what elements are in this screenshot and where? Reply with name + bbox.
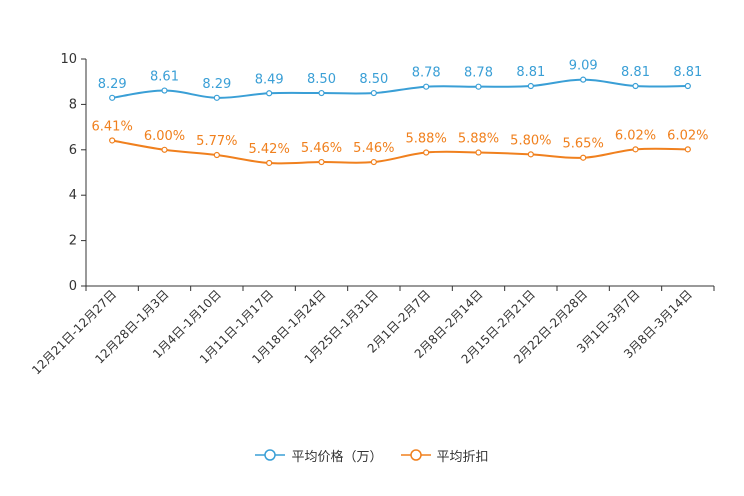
series-1-point <box>161 146 168 153</box>
series-0-point <box>684 82 691 90</box>
series-line-0 <box>112 78 688 99</box>
series-1-point <box>423 149 430 156</box>
series-0-point <box>423 83 430 90</box>
y-tick-label: 10 <box>60 52 77 67</box>
series-0-point <box>213 94 220 101</box>
series-1-point <box>370 158 377 166</box>
series-1-point <box>318 158 325 166</box>
legend-line-circle-icon <box>400 449 431 461</box>
series-0-point <box>161 87 168 94</box>
series-1-data-label: 5.88% <box>458 132 499 147</box>
series-0-point <box>580 76 587 83</box>
series-0-point <box>527 82 534 90</box>
series-1-data-label: 5.77% <box>196 134 237 149</box>
series-1-point <box>266 159 273 167</box>
series-0-data-label: 8.29 <box>98 77 127 92</box>
series-0-point <box>475 83 482 90</box>
series-1-point <box>527 151 534 158</box>
series-1-data-label: 5.88% <box>406 132 447 147</box>
legend-label-discount: 平均折扣 <box>436 449 489 465</box>
y-tick-label: 2 <box>69 234 77 249</box>
series-1-data-label: 6.02% <box>667 128 708 143</box>
series-0-data-label: 8.49 <box>255 72 284 87</box>
y-tick-label: 0 <box>69 279 77 294</box>
series-1-data-label: 6.41% <box>92 119 133 134</box>
series-0-data-label: 8.61 <box>150 70 179 85</box>
series-0-data-label: 8.78 <box>464 66 493 81</box>
series-1-point <box>475 149 482 156</box>
y-tick-label: 8 <box>69 97 77 112</box>
series-0-point <box>318 89 325 97</box>
series-1-data-label: 6.02% <box>615 128 656 143</box>
series-1-data-label: 5.65% <box>563 137 604 152</box>
series-1-data-label: 5.46% <box>301 141 342 156</box>
series-0-data-label: 8.50 <box>359 72 388 87</box>
series-0-data-label: 8.29 <box>202 77 231 92</box>
series-0-data-label: 8.81 <box>621 65 650 80</box>
series-0-data-label: 8.81 <box>673 65 702 80</box>
legend-item-discount[interactable]: 平均折扣 <box>400 446 489 465</box>
series-0-point <box>109 94 116 101</box>
series-1-data-label: 6.00% <box>144 129 185 144</box>
series-0-point <box>632 82 639 90</box>
line-chart: 024681012月21日-12月27日12月28日-1月3日1月4日-1月10… <box>29 52 715 377</box>
series-0-point <box>370 89 377 97</box>
legend-item-price[interactable]: 平均价格（万） <box>255 446 383 465</box>
series-1-point <box>684 146 691 153</box>
series-0-data-label: 8.81 <box>516 65 545 80</box>
legend-label-price: 平均价格（万） <box>291 449 383 465</box>
series-1-point <box>213 151 220 159</box>
series-0-data-label: 9.09 <box>569 59 598 74</box>
series-1-point <box>632 146 639 153</box>
series-0-point <box>266 90 273 97</box>
series-0-data-label: 8.78 <box>412 66 441 81</box>
series-1-data-label: 5.80% <box>510 133 551 148</box>
series-1-data-label: 5.42% <box>249 142 290 157</box>
y-tick-label: 4 <box>69 188 77 203</box>
chart-legend: 平均价格（万） 平均折扣 <box>0 444 744 466</box>
series-0-data-label: 8.50 <box>307 72 336 87</box>
series-1-point <box>109 137 116 144</box>
x-tick-label: 12月21日-12月27日 <box>29 287 119 377</box>
series-1-point <box>580 154 587 161</box>
series-1-data-label: 5.46% <box>353 141 394 156</box>
series-line-1 <box>111 139 688 165</box>
y-tick-label: 6 <box>69 143 77 158</box>
legend-line-circle-icon <box>255 449 286 461</box>
